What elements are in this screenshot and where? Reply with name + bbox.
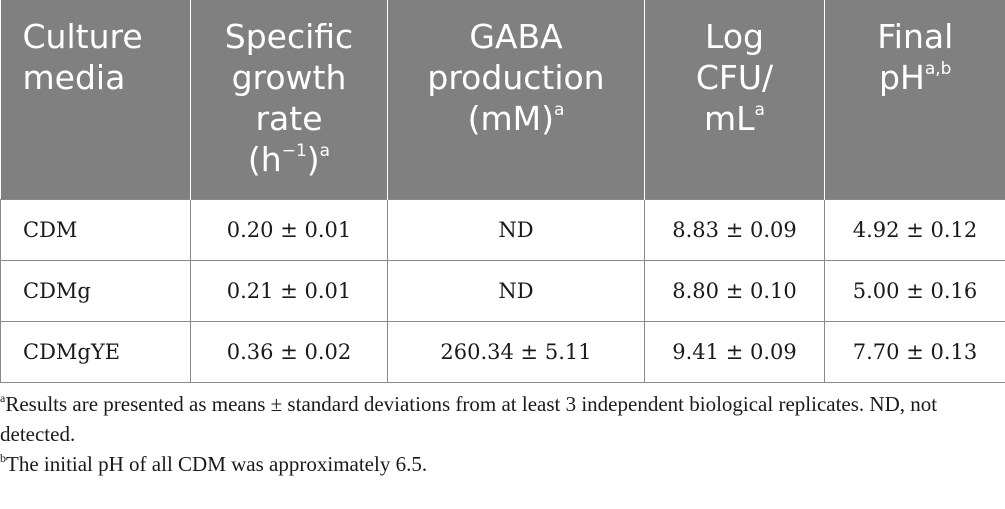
ph-unit: pHa,b (879, 58, 952, 97)
cell-growth: 0.20 ± 0.01 (190, 198, 388, 261)
header-culture-media: Culture media (0, 0, 191, 199)
cell-media: CDMg (0, 259, 191, 322)
cell-gaba: ND (387, 259, 645, 322)
cell-media: CDM (0, 198, 191, 261)
footnotes: aResults are presented as means ± standa… (0, 389, 1005, 479)
cell-ph: 7.70 ± 0.13 (824, 320, 1005, 383)
results-table: Culture media Specific growth rate (h−1)… (0, 0, 1005, 383)
header-final-ph: Final pHa,b (824, 0, 1005, 199)
cell-gaba: ND (387, 198, 645, 261)
cell-ph: 5.00 ± 0.16 (824, 259, 1005, 322)
table-row: CDMg 0.21 ± 0.01 ND 8.80 ± 0.10 5.00 ± 0… (0, 259, 1005, 322)
gaba-unit: (mM)a (467, 99, 565, 138)
table-row: CDM 0.20 ± 0.01 ND 8.83 ± 0.09 4.92 ± 0.… (0, 198, 1005, 261)
growth-unit: (h−1)a (247, 140, 331, 179)
table-row: CDMgYE 0.36 ± 0.02 260.34 ± 5.11 9.41 ± … (0, 320, 1005, 383)
footnote-a: aResults are presented as means ± standa… (0, 391, 938, 446)
footnote-b: bThe initial pH of all CDM was approxima… (0, 451, 428, 476)
cell-cfu: 9.41 ± 0.09 (644, 320, 825, 383)
cell-ph: 4.92 ± 0.12 (824, 198, 1005, 261)
header-gaba-production: GABA production (mM)a (387, 0, 645, 199)
cell-cfu: 8.80 ± 0.10 (644, 259, 825, 322)
cell-growth: 0.21 ± 0.01 (190, 259, 388, 322)
cell-gaba: 260.34 ± 5.11 (387, 320, 645, 383)
cell-cfu: 8.83 ± 0.09 (644, 198, 825, 261)
cfu-unit: mLa (704, 99, 765, 138)
header-row: Culture media Specific growth rate (h−1)… (0, 0, 1005, 199)
cell-growth: 0.36 ± 0.02 (190, 320, 388, 383)
header-log-cfu: Log CFU/ mLa (644, 0, 825, 199)
header-specific-growth-rate: Specific growth rate (h−1)a (190, 0, 388, 199)
cell-media: CDMgYE (0, 320, 191, 383)
